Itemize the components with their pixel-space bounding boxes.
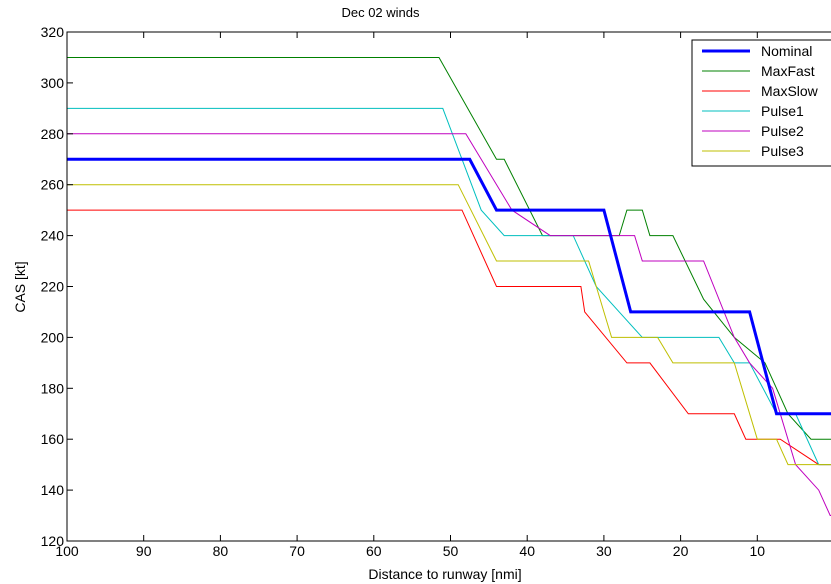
series-lines xyxy=(67,57,831,516)
x-axis-title: Distance to runway [nmi] xyxy=(368,566,521,582)
legend-label-maxslow: MaxSlow xyxy=(761,83,819,99)
x-tick-label: 10 xyxy=(750,543,766,559)
y-tick-label: 200 xyxy=(41,329,65,345)
y-axis-title: CAS [kt] xyxy=(12,261,28,312)
x-tick-label: 50 xyxy=(443,543,459,559)
series-line-pulse3 xyxy=(67,184,831,466)
series-line-maxslow xyxy=(67,209,831,466)
legend-label-pulse2: Pulse2 xyxy=(761,123,804,139)
y-tick-label: 280 xyxy=(41,126,65,142)
y-tick-label: 220 xyxy=(41,279,65,295)
y-tick-label: 120 xyxy=(41,533,65,549)
chart-title: Dec 02 winds xyxy=(341,5,420,20)
x-tick-label: 20 xyxy=(673,543,689,559)
legend-label-pulse3: Pulse3 xyxy=(761,143,804,159)
series-line-nominal xyxy=(67,157,831,416)
x-tick-label: 30 xyxy=(596,543,612,559)
x-tick-label: 60 xyxy=(366,543,382,559)
x-tick-label: 90 xyxy=(136,543,152,559)
legend: Nominal MaxFast MaxSlow Pulse1 Pulse2 Pulse3 xyxy=(691,39,831,167)
legend-box xyxy=(691,39,831,167)
axis-ticks: 100 90 80 70 60 50 40 30 20 10 120 140 160 180 200 220 2… xyxy=(41,24,766,559)
x-tick-label: 40 xyxy=(519,543,535,559)
x-tick-label: 100 xyxy=(55,543,79,559)
series-line-maxfast xyxy=(67,57,831,440)
legend-label-maxfast: MaxFast xyxy=(761,63,815,79)
x-tick-label: 80 xyxy=(213,543,229,559)
x-tick-label: 70 xyxy=(289,543,305,559)
y-tick-label: 260 xyxy=(41,177,65,193)
y-tick-label: 240 xyxy=(41,228,65,244)
y-tick-label: 320 xyxy=(41,24,65,40)
y-tick-label: 300 xyxy=(41,75,65,91)
series-line-pulse2 xyxy=(67,133,831,516)
legend-label-pulse1: Pulse1 xyxy=(761,103,804,119)
y-tick-label: 180 xyxy=(41,380,65,396)
legend-label-nominal: Nominal xyxy=(761,43,812,59)
y-tick-label: 160 xyxy=(41,431,65,447)
y-tick-label: 140 xyxy=(41,482,65,498)
